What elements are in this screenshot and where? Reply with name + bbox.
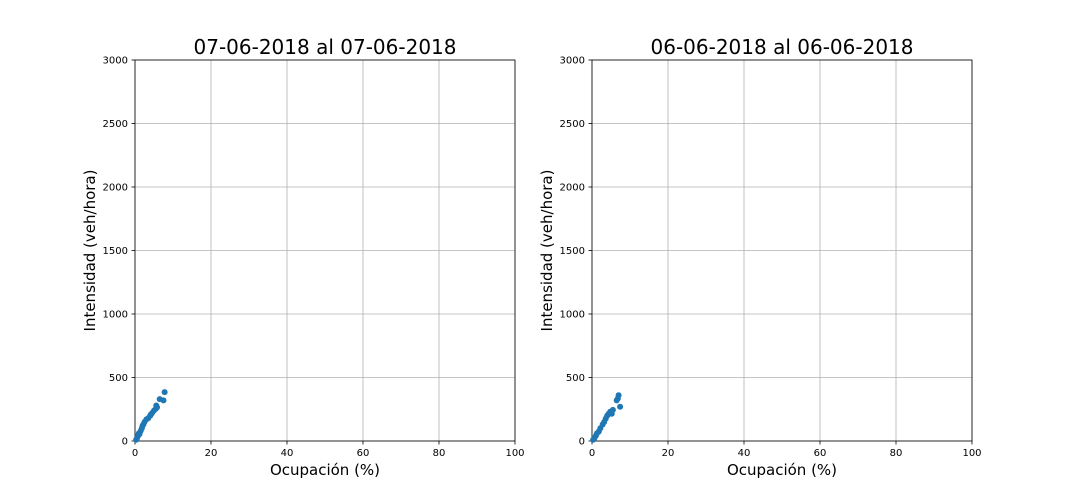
x-tick-label: 40: [738, 448, 751, 459]
x-tick-label: 60: [357, 448, 370, 459]
y-tick-label: 1500: [560, 246, 585, 257]
y-tick-label: 1000: [560, 310, 585, 321]
x-tick-label: 40: [281, 448, 294, 459]
y-tick-label: 0: [579, 437, 585, 448]
y-tick-label: 3000: [103, 56, 128, 67]
chart-title: 07-06-2018 al 07-06-2018: [194, 35, 457, 59]
y-tick-label: 2000: [103, 183, 128, 194]
y-axis-label: Intensidad (veh/hora): [538, 170, 556, 332]
data-point: [160, 397, 167, 404]
x-tick-label: 60: [814, 448, 827, 459]
y-tick-label: 500: [566, 373, 585, 384]
data-point: [615, 392, 622, 399]
x-tick-label: 0: [132, 448, 138, 459]
x-tick-label: 100: [505, 448, 524, 459]
y-tick-label: 1000: [103, 310, 128, 321]
chart-title: 06-06-2018 al 06-06-2018: [651, 35, 914, 59]
y-tick-label: 2500: [103, 119, 128, 130]
y-tick-label: 2500: [560, 119, 585, 130]
chart-right: 0 20 40 60 80 10005001000150020002500300006-0…: [538, 35, 982, 479]
y-tick-label: 1500: [103, 246, 128, 257]
y-tick-label: 0: [122, 437, 128, 448]
x-tick-label: 20: [662, 448, 675, 459]
y-tick-label: 3000: [560, 56, 585, 67]
y-axis-label: Intensidad (veh/hora): [81, 170, 99, 332]
y-tick-label: 500: [109, 373, 128, 384]
x-tick-label: 100: [962, 448, 981, 459]
y-tick-label: 2000: [560, 183, 585, 194]
data-point: [154, 404, 161, 411]
x-tick-label: 0: [589, 448, 595, 459]
chart-left: 0 20 40 60 80 10005001000150020002500300007-0…: [81, 35, 525, 479]
x-tick-label: 80: [433, 448, 446, 459]
x-axis-label: Ocupación (%): [727, 461, 837, 479]
x-tick-label: 80: [890, 448, 903, 459]
data-point: [617, 403, 624, 410]
data-point: [609, 406, 616, 413]
x-axis-label: Ocupación (%): [270, 461, 380, 479]
x-tick-label: 20: [205, 448, 218, 459]
data-point: [161, 389, 168, 396]
